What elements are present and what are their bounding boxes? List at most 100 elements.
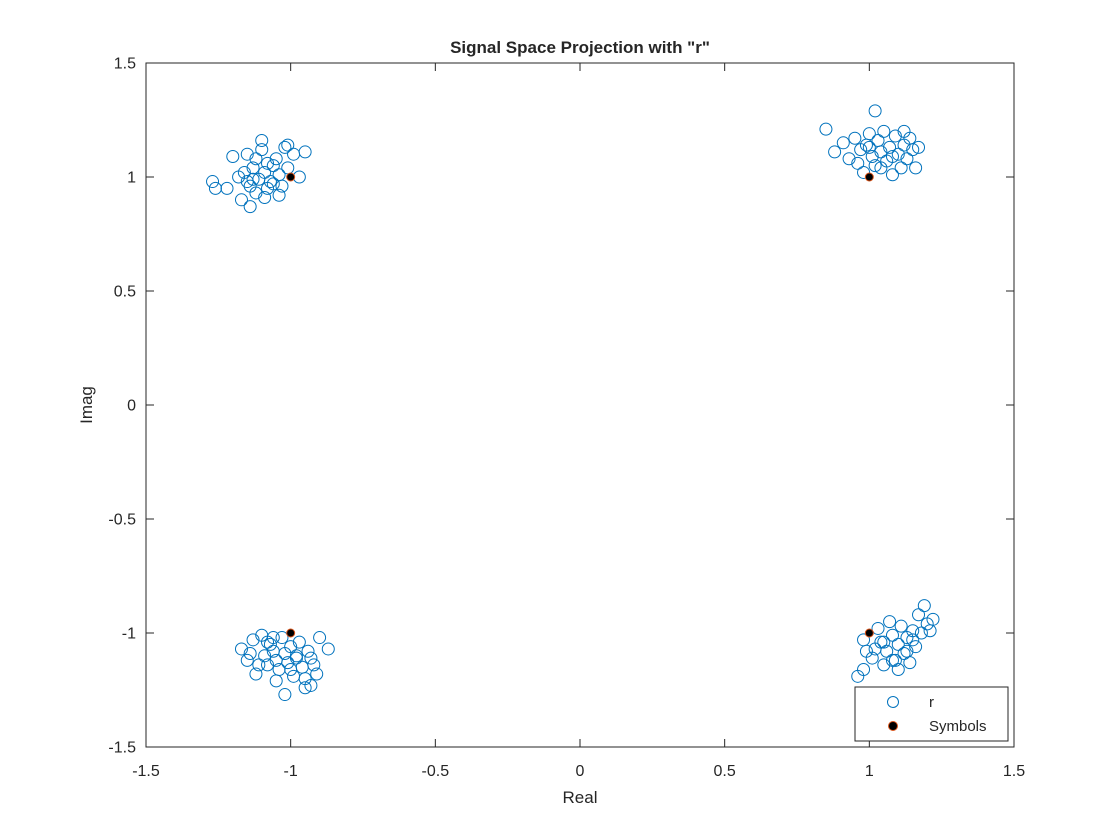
axes-box bbox=[145, 62, 1015, 748]
data-point-r bbox=[304, 678, 318, 692]
chart-title: Signal Space Projection with "r" bbox=[450, 38, 710, 57]
data-point-r bbox=[243, 647, 257, 661]
data-point-r bbox=[313, 631, 327, 645]
data-point-r bbox=[284, 640, 298, 654]
legend: r Symbols bbox=[854, 686, 1009, 742]
data-point-r bbox=[926, 612, 940, 626]
x-tick-label: 0.5 bbox=[714, 763, 736, 780]
x-tick-label: -0.5 bbox=[422, 763, 450, 780]
axis-ticks: -1.5 -1 -0.5 0 0.5 1 1.5 -1.5 -1 -0.5 0 0.5 1 1.5 bbox=[108, 56, 1025, 781]
data-point-r bbox=[269, 152, 283, 166]
data-point-r bbox=[234, 193, 248, 207]
data-point-r bbox=[857, 662, 871, 676]
data-point-r bbox=[284, 662, 298, 676]
data-point-r bbox=[266, 159, 280, 173]
data-point-r bbox=[234, 642, 248, 656]
data-point-r bbox=[888, 129, 902, 143]
data-point-r bbox=[258, 649, 272, 663]
data-point-r bbox=[278, 140, 292, 154]
data-point-r bbox=[877, 658, 891, 672]
data-point-r bbox=[857, 165, 871, 179]
data-point-r bbox=[885, 628, 899, 642]
data-point-r bbox=[836, 136, 850, 150]
y-tick-label: 1 bbox=[127, 170, 136, 187]
data-point-r bbox=[865, 651, 879, 665]
data-point-r bbox=[909, 640, 923, 654]
data-point-r bbox=[249, 152, 263, 166]
data-point-r bbox=[281, 138, 295, 152]
data-point-r bbox=[885, 653, 899, 667]
data-point-r bbox=[874, 161, 888, 175]
legend-box bbox=[854, 686, 1009, 742]
y-tick-label: -1 bbox=[122, 626, 136, 643]
data-point-symbol bbox=[864, 628, 874, 638]
data-point-r bbox=[240, 653, 254, 667]
data-point-r bbox=[266, 631, 280, 645]
data-point-r bbox=[278, 688, 292, 702]
data-point-r bbox=[240, 147, 254, 161]
data-point-r bbox=[912, 608, 926, 622]
legend-label-r: r bbox=[929, 694, 934, 711]
data-point-r bbox=[897, 647, 911, 661]
data-point-r bbox=[906, 633, 920, 647]
data-point-r bbox=[307, 658, 321, 672]
data-point-r bbox=[868, 104, 882, 118]
y-axis-label: Imag bbox=[77, 386, 96, 424]
data-point-r bbox=[914, 626, 928, 640]
data-point-r bbox=[885, 168, 899, 182]
data-point-r bbox=[906, 624, 920, 638]
legend-label-symbols: Symbols bbox=[929, 718, 987, 735]
data-point-r bbox=[255, 143, 269, 157]
data-point-r bbox=[912, 140, 926, 154]
data-point-r bbox=[246, 172, 260, 186]
data-point-r bbox=[891, 662, 905, 676]
data-point-r bbox=[292, 635, 306, 649]
data-point-r bbox=[819, 122, 833, 136]
y-tick-label: -1.5 bbox=[108, 740, 136, 757]
data-point-r bbox=[894, 619, 908, 633]
data-point-r bbox=[246, 161, 260, 175]
data-point-r bbox=[275, 179, 289, 193]
data-point-r bbox=[828, 145, 842, 159]
data-point-r bbox=[862, 140, 876, 154]
data-point-r bbox=[891, 637, 905, 651]
data-point-r bbox=[851, 156, 865, 170]
data-point-r bbox=[258, 165, 272, 179]
data-point-r bbox=[906, 143, 920, 157]
data-point-r bbox=[275, 631, 289, 645]
legend-marker-r bbox=[887, 696, 899, 708]
data-markers bbox=[206, 104, 940, 702]
data-point-r bbox=[900, 152, 914, 166]
data-point-r bbox=[888, 653, 902, 667]
data-point-r bbox=[868, 642, 882, 656]
data-point-r bbox=[883, 140, 897, 154]
data-point-r bbox=[885, 149, 899, 163]
data-point-r bbox=[237, 165, 251, 179]
data-point-r bbox=[220, 181, 234, 195]
data-point-r bbox=[877, 635, 891, 649]
data-point-r bbox=[255, 134, 269, 148]
data-point-r bbox=[252, 658, 266, 672]
data-point-r bbox=[321, 642, 335, 656]
data-point-r bbox=[266, 177, 280, 191]
data-point-r bbox=[226, 149, 240, 163]
data-point-r bbox=[249, 186, 263, 200]
data-point-r bbox=[862, 127, 876, 141]
data-point-r bbox=[263, 637, 277, 651]
data-point-r bbox=[900, 644, 914, 658]
x-axis-label: Real bbox=[563, 788, 598, 807]
y-tick-label: 0 bbox=[127, 398, 136, 415]
data-point-r bbox=[249, 667, 263, 681]
data-point-r bbox=[289, 649, 303, 663]
data-point-r bbox=[243, 200, 257, 214]
data-point-r bbox=[310, 667, 324, 681]
y-tick-label: 0.5 bbox=[114, 284, 136, 301]
data-point-r bbox=[304, 651, 318, 665]
data-point-r bbox=[258, 191, 272, 205]
data-point-r bbox=[874, 145, 888, 159]
data-point-symbol bbox=[286, 628, 296, 638]
data-point-r bbox=[263, 175, 277, 189]
data-point-r bbox=[261, 156, 275, 170]
data-point-r bbox=[246, 633, 260, 647]
